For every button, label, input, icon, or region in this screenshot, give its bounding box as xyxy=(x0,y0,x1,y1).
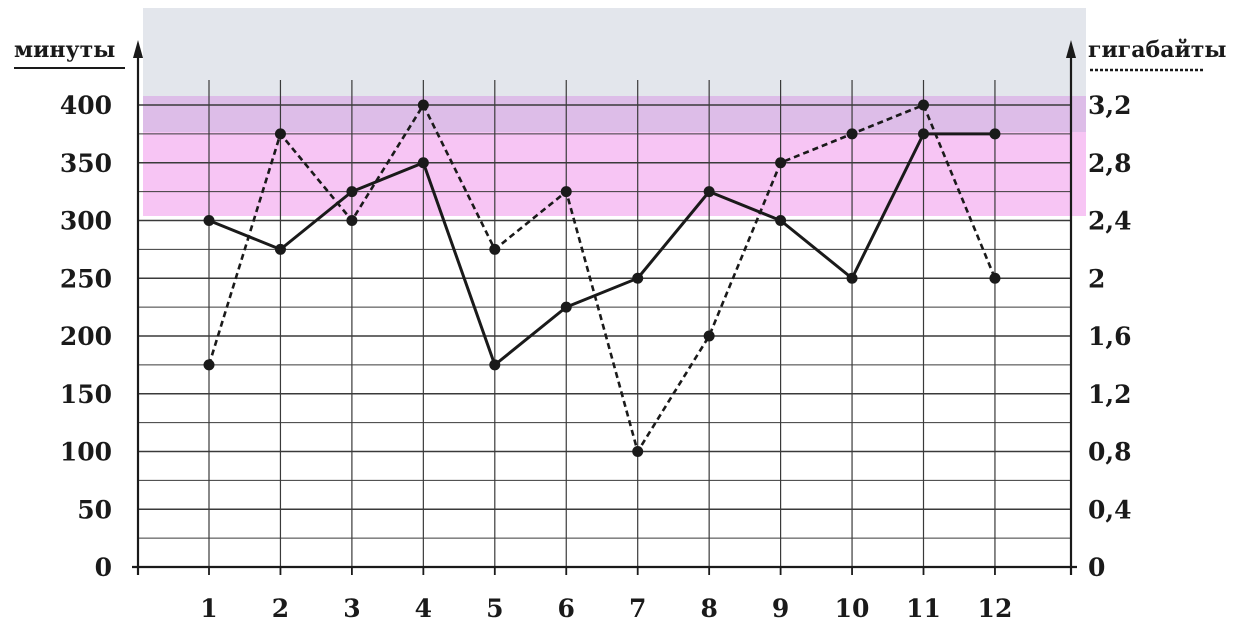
y-left-tick-label: 200 xyxy=(60,322,112,351)
gigabytes-point xyxy=(846,128,858,140)
minutes-point xyxy=(346,186,358,198)
y-axis-right-arrow xyxy=(1066,40,1076,58)
y-right-tick-label: 2 xyxy=(1088,264,1105,293)
y-right-tick-label: 2,4 xyxy=(1088,207,1132,236)
x-tick-label: 1 xyxy=(200,594,217,623)
y-left-tick-label: 100 xyxy=(60,438,112,467)
gigabytes-point xyxy=(703,330,715,342)
x-tick-label: 10 xyxy=(835,594,870,623)
gigabytes-point xyxy=(274,128,286,140)
x-tick-label: 9 xyxy=(772,594,789,623)
gigabytes-point xyxy=(417,99,429,111)
series xyxy=(203,99,1001,457)
grid xyxy=(138,80,1071,568)
gigabytes-point xyxy=(632,446,644,457)
minutes-point xyxy=(775,215,787,226)
gigabytes-point xyxy=(775,157,787,169)
y-right-tick-label: 3,2 xyxy=(1088,91,1132,120)
y-left-tick-label: 50 xyxy=(77,495,112,524)
minutes-point xyxy=(417,157,429,169)
y-right-tick-label: 0 xyxy=(1088,553,1105,582)
axes xyxy=(132,40,1077,575)
minutes-point xyxy=(846,272,858,284)
minutes-point xyxy=(989,128,1001,140)
x-tick-label: 12 xyxy=(978,594,1013,623)
x-tick-label: 4 xyxy=(415,594,432,623)
minutes-point xyxy=(203,215,215,226)
tick-labels: 0 50 100 150 200 250 300 350 400 0 0,4 0,8 1,2 1,6 2 2,… xyxy=(60,91,1132,623)
gigabytes-point xyxy=(346,215,358,226)
highlight-bands xyxy=(143,8,1086,216)
minutes-point xyxy=(918,128,929,140)
minutes-line xyxy=(208,132,995,367)
minutes-point xyxy=(560,301,572,313)
y-right-tick-label: 2,8 xyxy=(1088,149,1132,178)
y-left-tick-label: 250 xyxy=(60,264,112,293)
y-right-tick-label: 1,2 xyxy=(1088,380,1132,409)
y-left-tick-label: 150 xyxy=(60,380,112,409)
y-right-tick-label: 1,6 xyxy=(1088,322,1132,351)
minutes-point xyxy=(632,272,644,284)
gigabytes-point xyxy=(489,243,501,255)
y-left-tick-label: 300 xyxy=(60,207,112,236)
minutes-point xyxy=(489,359,501,371)
x-tick-label: 8 xyxy=(700,594,717,623)
x-tick-label: 7 xyxy=(629,594,646,623)
minutes-point xyxy=(274,243,286,255)
y-right-tick-label: 0,8 xyxy=(1088,438,1132,467)
y-left-tick-label: 350 xyxy=(60,149,112,178)
x-tick-label: 5 xyxy=(486,594,503,623)
gigabytes-point xyxy=(918,99,929,111)
y-axis-left-title: минуты xyxy=(14,37,115,63)
y-axis-right-title: гигабайты xyxy=(1088,37,1226,63)
x-tick-label: 3 xyxy=(343,594,360,623)
lavender-band xyxy=(143,96,1086,132)
gigabytes-point xyxy=(560,186,572,198)
gigabytes-line xyxy=(207,103,997,453)
y-left-tick-label: 0 xyxy=(95,553,112,582)
x-tick-label: 6 xyxy=(558,594,575,623)
y-left-tick-label: 400 xyxy=(60,91,112,120)
gray-band xyxy=(143,8,1086,96)
pink-band xyxy=(143,132,1086,216)
gigabytes-point xyxy=(203,359,215,371)
y-right-tick-label: 0,4 xyxy=(1088,495,1132,524)
y-axis-left-arrow xyxy=(133,40,143,58)
gigabytes-point xyxy=(989,272,1001,284)
minutes-point xyxy=(703,186,715,198)
x-tick-label: 11 xyxy=(906,594,941,623)
x-tick-label: 2 xyxy=(272,594,289,623)
